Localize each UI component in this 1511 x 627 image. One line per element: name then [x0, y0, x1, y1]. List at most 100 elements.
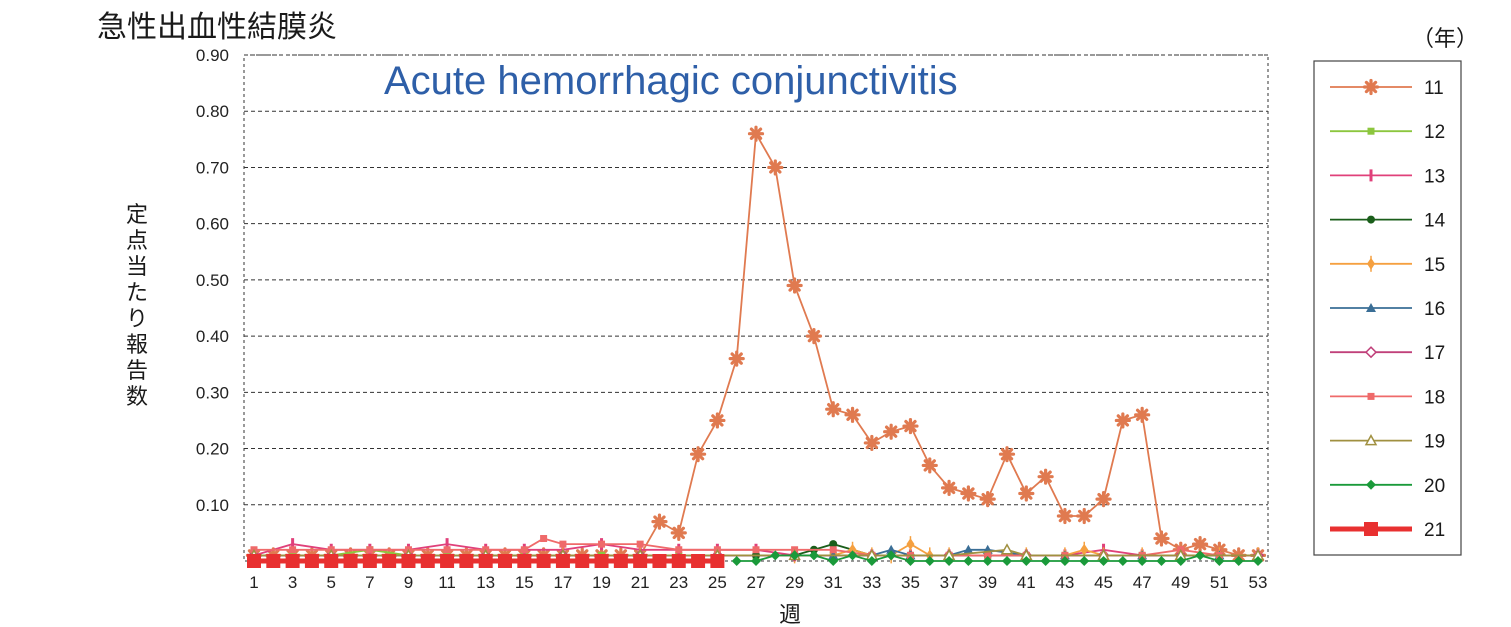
data-point — [689, 446, 707, 463]
x-tick-label: 5 — [326, 573, 335, 592]
x-axis-label: 週 — [779, 603, 801, 627]
data-point — [382, 554, 397, 568]
data-point — [671, 554, 686, 568]
y-axis-label-char: り — [126, 307, 148, 332]
legend-label: 13 — [1424, 166, 1445, 187]
data-point — [770, 550, 781, 561]
legend-item-21: 21 — [1330, 520, 1445, 541]
data-point — [652, 554, 667, 568]
legend-label: 20 — [1424, 476, 1445, 497]
x-tick-label: 31 — [824, 573, 843, 592]
x-tick-label: 1 — [249, 573, 258, 592]
data-point — [478, 554, 493, 568]
x-tick-label: 7 — [365, 573, 374, 592]
legend-label: 11 — [1424, 78, 1444, 99]
x-tick-label: 39 — [978, 573, 997, 592]
legend-marker — [1367, 255, 1375, 272]
x-tick-label: 19 — [592, 573, 611, 592]
data-point — [401, 554, 416, 568]
data-point — [863, 434, 880, 452]
x-tick-label: 23 — [669, 573, 688, 592]
data-point — [944, 556, 955, 566]
data-point — [829, 546, 837, 554]
legend-item-20: 20 — [1330, 476, 1445, 497]
data-point — [633, 554, 648, 568]
data-point — [1114, 412, 1131, 429]
data-point — [1021, 556, 1032, 566]
x-tick-label: 43 — [1055, 573, 1074, 592]
data-point — [1134, 406, 1151, 423]
data-point — [636, 540, 644, 548]
data-point — [594, 554, 609, 568]
data-point — [1098, 556, 1109, 566]
data-point — [613, 554, 628, 568]
data-point — [940, 479, 958, 497]
x-tick-label: 33 — [862, 573, 881, 592]
x-tick-label: 37 — [940, 573, 959, 592]
y-axis-label-char: た — [126, 281, 148, 306]
series-line-11 — [254, 130, 1258, 557]
data-point — [675, 546, 683, 554]
x-tick-label: 15 — [515, 573, 534, 592]
data-point — [440, 554, 455, 568]
x-tick-label: 21 — [631, 573, 650, 592]
data-point — [1040, 556, 1051, 566]
x-tick-label: 17 — [553, 573, 572, 592]
data-point — [289, 546, 297, 554]
data-point — [751, 556, 761, 566]
series-21 — [247, 554, 725, 568]
data-point — [1191, 536, 1209, 553]
y-axis-label-char: 点 — [126, 229, 148, 254]
legend-label: 16 — [1424, 299, 1445, 320]
y-axis-label-char: 数 — [126, 385, 148, 410]
data-point — [963, 556, 974, 566]
data-point — [575, 554, 590, 568]
data-point — [921, 457, 938, 474]
data-point — [498, 554, 512, 568]
data-point — [902, 417, 919, 435]
data-point — [752, 546, 760, 554]
data-point — [247, 554, 261, 568]
y-axis-label-char: 当 — [126, 255, 148, 280]
y-axis-label-char: 定 — [126, 203, 148, 228]
data-point — [651, 513, 668, 530]
data-point — [691, 554, 706, 568]
y-ticks: 0.10 0.20 0.30 0.40 0.50 0.60 0.70 0.80 0.90 — [196, 46, 229, 515]
legend-item-16: 16 — [1330, 299, 1445, 320]
data-point — [728, 350, 745, 367]
data-point — [291, 538, 295, 551]
data-point — [886, 544, 897, 554]
chart-subtitle: Acute hemorrhagic conjunctivitis — [384, 59, 958, 103]
legend-marker — [1366, 479, 1376, 490]
legend-label: 12 — [1424, 122, 1445, 143]
data-point — [1253, 556, 1263, 566]
legend-marker — [1364, 346, 1378, 359]
data-point — [710, 554, 725, 568]
data-point — [540, 535, 548, 543]
data-point — [670, 524, 687, 541]
x-tick-label: 45 — [1094, 573, 1113, 592]
x-tick-label: 29 — [785, 573, 804, 592]
legend-marker — [1369, 169, 1373, 182]
y-tick-label: 0.90 — [196, 46, 229, 65]
legend-marker — [1367, 215, 1375, 224]
legend-marker — [1367, 392, 1375, 400]
legend-item-15: 15 — [1330, 255, 1445, 276]
data-point — [366, 546, 374, 554]
legend-label: 21 — [1424, 520, 1445, 541]
legend-item-11: 11 — [1330, 78, 1444, 99]
data-point — [825, 401, 842, 418]
data-point — [517, 554, 532, 568]
data-point — [420, 554, 435, 568]
data-point — [536, 554, 551, 568]
data-point — [343, 554, 358, 568]
legend-label: 14 — [1424, 211, 1446, 232]
legend-marker — [1364, 522, 1378, 536]
data-point — [1233, 556, 1244, 566]
legend-item-19: 19 — [1330, 432, 1445, 453]
data-point — [443, 546, 451, 554]
data-point — [520, 546, 528, 554]
data-point — [1059, 556, 1070, 566]
series-11 — [245, 125, 1267, 564]
